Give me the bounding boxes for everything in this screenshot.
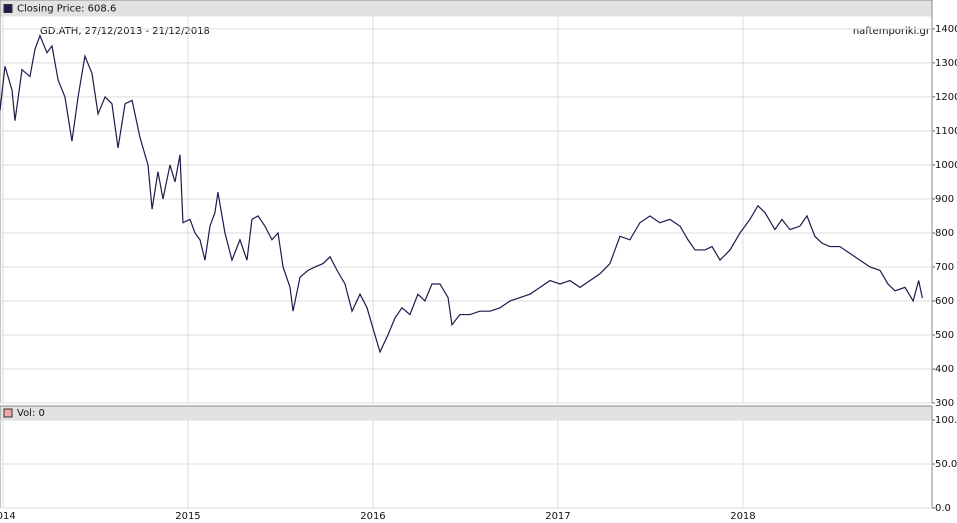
y-tick-label: 1200 <box>935 92 957 103</box>
y-tick-label: 50.0 <box>935 459 957 470</box>
y-tick-label: 0.0 <box>935 503 951 514</box>
source: naftemporiki.gr <box>853 26 931 37</box>
y-tick-label: 1300 <box>935 58 957 69</box>
y-tick-label: 800 <box>935 228 954 239</box>
y-tick-label: 500 <box>935 330 954 341</box>
y-tick-label: 600 <box>935 296 954 307</box>
price-panel <box>0 0 933 404</box>
y-tick-label: 900 <box>935 194 954 205</box>
y-tick-label: 1000 <box>935 160 957 171</box>
y-tick-label: 700 <box>935 262 954 273</box>
y-tick-label: 300 <box>935 398 954 409</box>
y-tick-label: 1100 <box>935 126 957 137</box>
legend-swatch <box>3 4 13 13</box>
y-tick-label: 100.0 <box>935 415 957 426</box>
x-tick-label: 2017 <box>545 511 570 522</box>
x-tick-label: 2018 <box>730 511 755 522</box>
volume-header <box>0 406 932 420</box>
price-header <box>0 0 932 17</box>
x-tick-label: 2014 <box>0 511 16 522</box>
legend-label: Closing Price: 608.6 <box>17 4 116 15</box>
x-tick-label: 2015 <box>175 511 200 522</box>
legend-swatch <box>3 408 13 418</box>
chart-subtitle: GD.ATH, 27/12/2013 - 21/12/2018 <box>40 26 210 37</box>
y-tick-label: 400 <box>935 364 954 375</box>
volume-panel <box>0 405 933 509</box>
legend-label: Vol: 0 <box>17 408 45 419</box>
y-tick-label: 1400 <box>935 24 957 35</box>
price-line <box>0 34 923 354</box>
x-tick-label: 2016 <box>360 511 385 522</box>
